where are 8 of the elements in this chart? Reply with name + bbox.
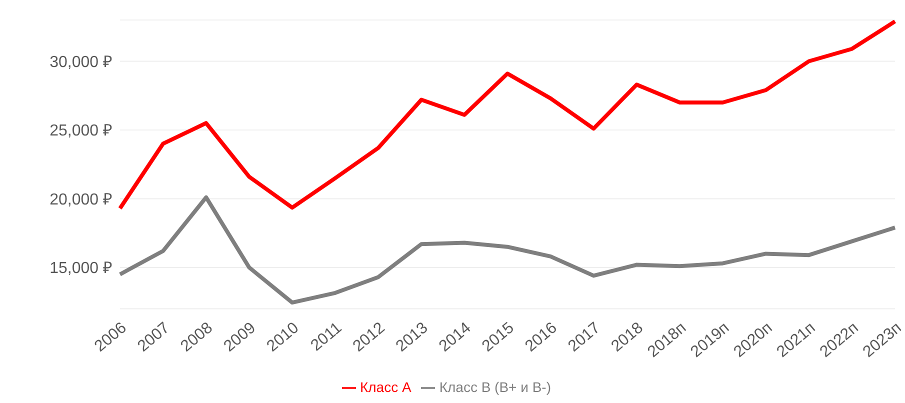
y-tick-label: 25,000 ₽ xyxy=(50,122,112,140)
y-tick-label: 30,000 ₽ xyxy=(50,54,112,71)
legend-label: Класс В (В+ и В-) xyxy=(439,378,551,395)
y-tick-label: 20,000 ₽ xyxy=(50,191,112,208)
line-series xyxy=(118,20,897,210)
y-tick-label: 15,000 ₽ xyxy=(50,260,112,278)
line-series xyxy=(118,195,897,305)
legend-label: Класс А xyxy=(360,378,412,395)
